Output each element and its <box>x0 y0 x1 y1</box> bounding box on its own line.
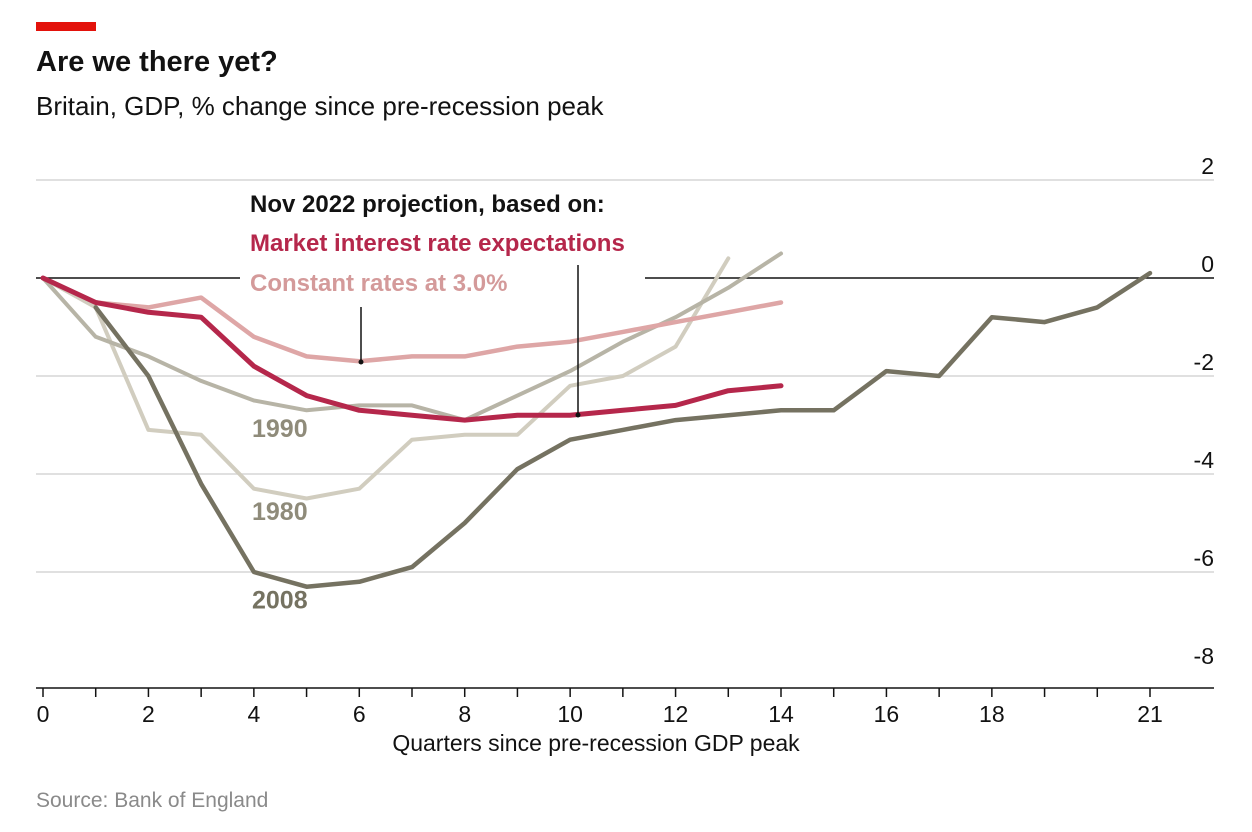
series-label-1980: 1980 <box>252 498 308 526</box>
x-tick-label: 4 <box>247 701 260 727</box>
series-labels: 1990 1980 2008 <box>252 415 308 615</box>
y-tick-label: -8 <box>1194 643 1214 669</box>
y-tick-label: 0 <box>1201 251 1214 277</box>
x-tick-label: 16 <box>874 701 900 727</box>
x-tick-label: 8 <box>458 701 471 727</box>
y-tick-label: -2 <box>1194 349 1214 375</box>
series-lines <box>40 251 1153 589</box>
x-tick-label: 2 <box>142 701 155 727</box>
chart-title: Are we there yet? <box>36 46 278 78</box>
x-tick-label: 14 <box>768 701 794 727</box>
series-line-1980 <box>41 256 731 501</box>
y-tick-label: -6 <box>1194 545 1214 571</box>
legend-heading: Nov 2022 projection, based on: <box>250 191 605 218</box>
leader-dot-constant <box>358 359 364 365</box>
source-note: Source: Bank of England <box>36 789 269 812</box>
y-tick-label: 2 <box>1201 153 1214 179</box>
y-tick-labels: 2 0 -2 -4 -6 -8 <box>1194 153 1215 669</box>
accent-bar <box>36 22 96 31</box>
x-tick-label: 0 <box>37 701 50 727</box>
x-axis-title: Quarters since pre-recession GDP peak <box>392 730 800 756</box>
series-line-2008 <box>93 270 1153 589</box>
series-label-2008: 2008 <box>252 586 308 614</box>
legend-constant: Constant rates at 3.0% <box>250 270 507 297</box>
series-line-market-interest-rate-expectations <box>40 275 784 423</box>
series-label-1990: 1990 <box>252 415 308 443</box>
legend-market: Market interest rate expectations <box>250 230 625 257</box>
series-line-constant-rates-at-3-0- <box>40 275 784 364</box>
y-tick-label: -4 <box>1194 447 1215 473</box>
x-tick-label: 10 <box>557 701 583 727</box>
x-tick-label: 18 <box>979 701 1005 727</box>
x-tick-label: 6 <box>353 701 366 727</box>
x-tick-label: 12 <box>663 701 689 727</box>
legend: Nov 2022 projection, based on: Market in… <box>250 191 625 418</box>
x-tick-label: 21 <box>1137 701 1163 727</box>
x-axis: 0 2 4 6 8 10 12 14 16 18 21 <box>36 687 1214 727</box>
leader-dot-market <box>575 412 581 418</box>
chart-subtitle: Britain, GDP, % change since pre-recessi… <box>36 91 604 121</box>
